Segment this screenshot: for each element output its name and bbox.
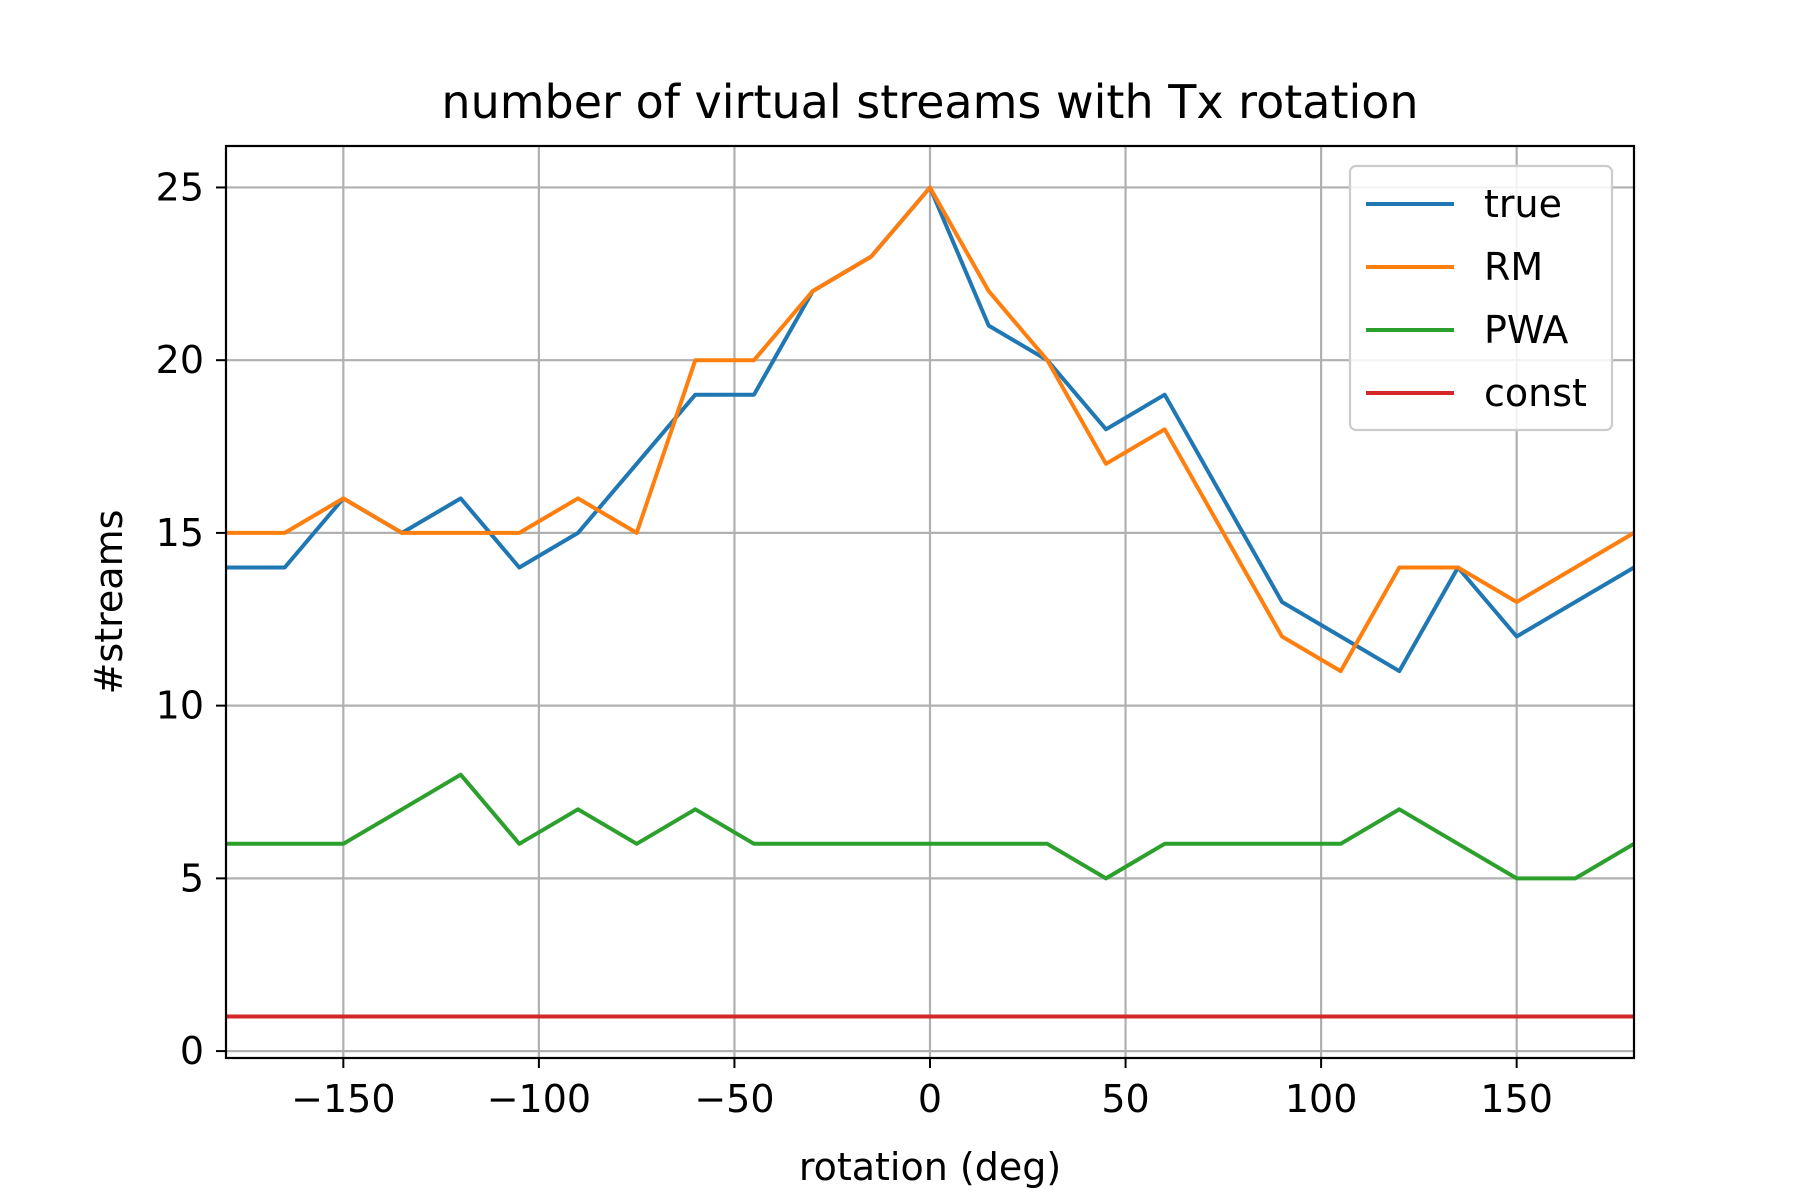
- y-tick-label: 5: [180, 856, 204, 900]
- chart-title: number of virtual streams with Tx rotati…: [441, 75, 1418, 129]
- legend-label-const: const: [1484, 371, 1587, 415]
- x-tick-label: 0: [918, 1077, 942, 1121]
- y-axis-label: #streams: [87, 510, 131, 695]
- x-tick-label: 150: [1480, 1077, 1553, 1121]
- x-tick-label: 100: [1285, 1077, 1358, 1121]
- legend-label-rm: RM: [1484, 245, 1543, 289]
- legend: true RM PWA const: [1348, 164, 1614, 432]
- series-line-rm: [226, 185, 1636, 674]
- x-tick-label: 50: [1101, 1077, 1149, 1121]
- legend-label-true: true: [1484, 182, 1562, 226]
- y-tick-label: 25: [156, 165, 204, 209]
- x-tick-label: −150: [291, 1077, 395, 1121]
- series-line-pwa: [226, 772, 1636, 881]
- legend-box: [1348, 164, 1614, 432]
- y-tick-label: 20: [156, 338, 204, 382]
- y-tick-label: 10: [156, 684, 204, 728]
- legend-label-pwa: PWA: [1484, 308, 1568, 352]
- x-axis-label: rotation (deg): [799, 1145, 1061, 1189]
- x-tick-label: −50: [694, 1077, 774, 1121]
- series-group: [226, 185, 1636, 1019]
- y-tick-label: 0: [180, 1029, 204, 1073]
- ticks: −150 −100 −50 0 50 100 150 0 5 10 15 20 25: [156, 165, 1553, 1121]
- y-tick-label: 15: [156, 511, 204, 555]
- x-tick-label: −100: [487, 1077, 591, 1121]
